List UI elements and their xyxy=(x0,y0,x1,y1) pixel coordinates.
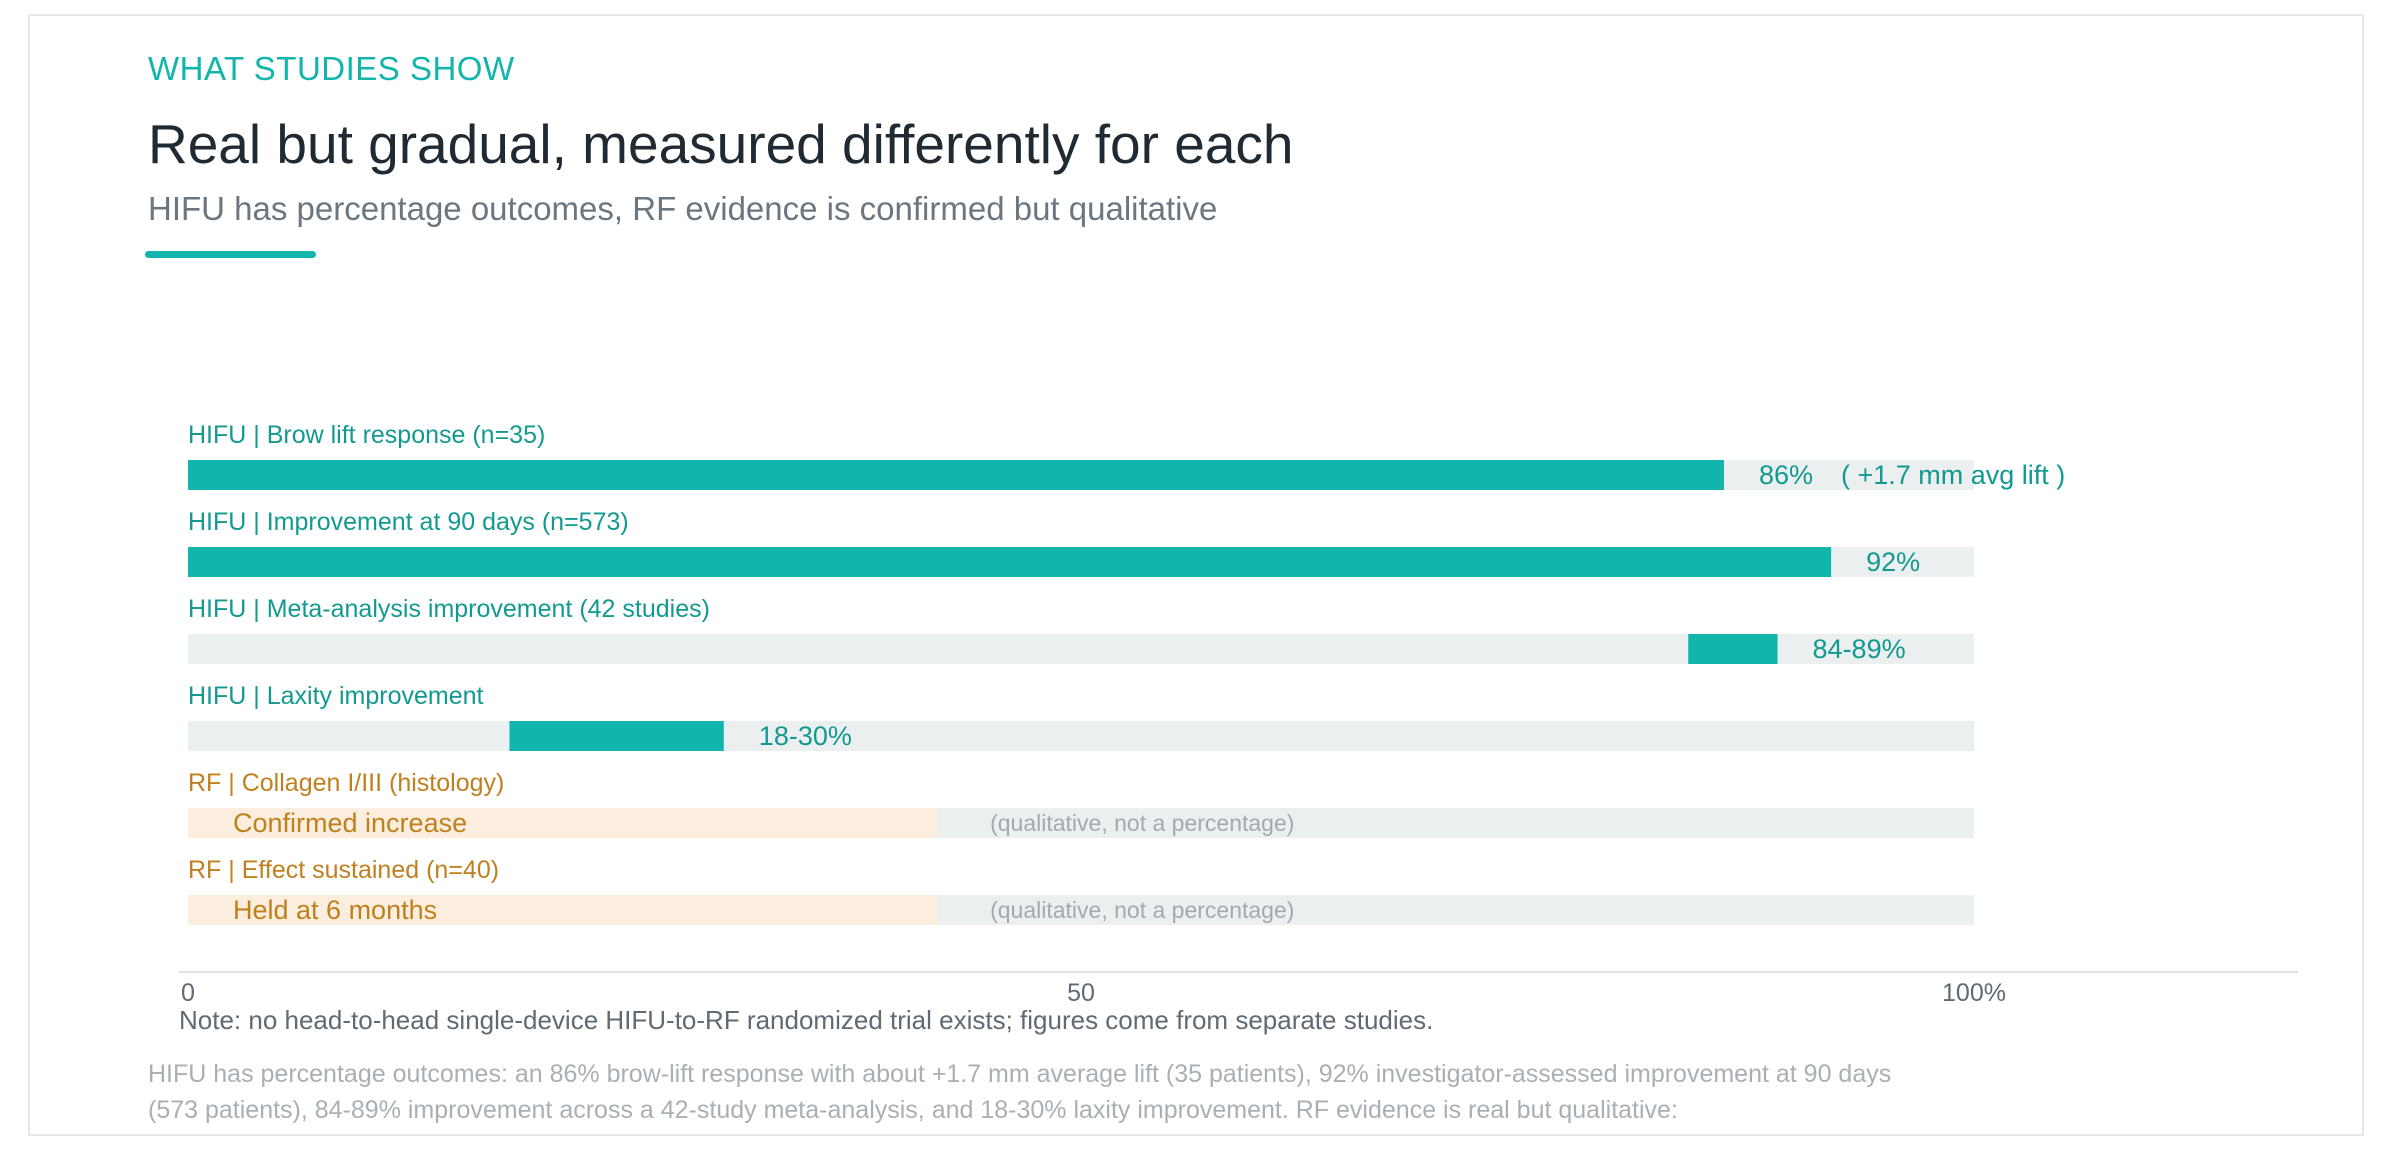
row-group: HIFU | xyxy=(188,682,267,710)
x-tick-label: 0 xyxy=(181,979,195,1007)
data-label: 84-89% xyxy=(1813,634,1906,664)
chart-subtitle: HIFU has percentage outcomes, RF evidenc… xyxy=(148,190,1218,227)
row-label-text: Meta-analysis improvement (42 studies) xyxy=(267,595,710,623)
qualitative-bar xyxy=(188,895,939,925)
row-label-text: Collagen I/III (histology) xyxy=(242,769,505,797)
row-label: HIFU | Brow lift response (n=35) xyxy=(188,421,545,449)
bar xyxy=(509,721,724,751)
qualitative-note: (qualitative, not a percentage) xyxy=(990,897,1294,923)
bar-chart: HIFU | Brow lift response (n=35) 86% ( +1.… xyxy=(179,421,2298,1007)
qualitative-bar xyxy=(188,808,939,838)
row-label: HIFU | Improvement at 90 days (n=573) xyxy=(188,508,629,536)
row-label-text: Effect sustained (n=40) xyxy=(242,856,499,884)
bar xyxy=(188,460,1724,490)
chart-description: HIFU has percentage outcomes: an 86% bro… xyxy=(148,1060,1892,1124)
accent-underline xyxy=(145,251,316,258)
x-tick-label: 100% xyxy=(1942,979,2006,1007)
row-label-text: Brow lift response (n=35) xyxy=(267,421,546,449)
eyebrow-label: WHAT STUDIES SHOW xyxy=(148,50,515,87)
bar-track xyxy=(188,721,1974,751)
footnote: Note: no head-to-head single-device HIFU… xyxy=(179,1005,1434,1035)
chart-title: Real but gradual, measured differently f… xyxy=(148,113,1294,175)
row-label: HIFU | Laxity improvement xyxy=(188,682,484,710)
row-label: RF | Effect sustained (n=40) xyxy=(188,856,499,884)
row-group: HIFU | xyxy=(188,421,267,449)
row-group: RF | xyxy=(188,856,242,884)
row-group: HIFU | xyxy=(188,508,267,536)
row-group: RF | xyxy=(188,769,242,797)
row-label-text: Laxity improvement xyxy=(267,682,484,710)
data-label: 92% xyxy=(1866,547,1920,577)
qualitative-result: Held at 6 months xyxy=(233,895,437,925)
row-label: HIFU | Meta-analysis improvement (42 stu… xyxy=(188,595,710,623)
data-label: 18-30% xyxy=(759,721,852,751)
x-tick-label: 50 xyxy=(1067,979,1095,1007)
data-label: 86% xyxy=(1759,460,1813,490)
qualitative-result: Confirmed increase xyxy=(233,808,467,838)
bar xyxy=(188,547,1832,577)
row-label-text: Improvement at 90 days (n=573) xyxy=(267,508,629,536)
row-group: HIFU | xyxy=(188,595,267,623)
bar xyxy=(1688,634,1778,664)
bar-track xyxy=(188,634,1974,664)
bar-annotation: ( +1.7 mm avg lift ) xyxy=(1841,460,2065,490)
qualitative-note: (qualitative, not a percentage) xyxy=(990,810,1294,836)
row-label: RF | Collagen I/III (histology) xyxy=(188,769,504,797)
